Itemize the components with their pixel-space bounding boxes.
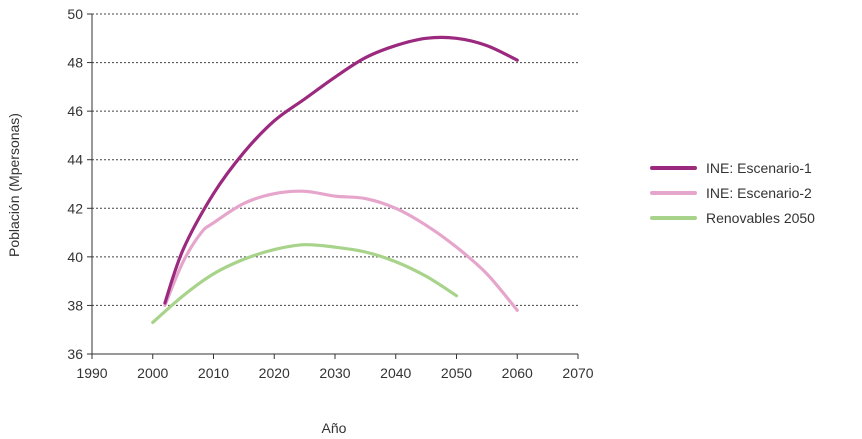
y-tick-label-48: 48	[67, 55, 83, 71]
legend: INE: Escenario-1 INE: Escenario-2 Renovabl…	[650, 160, 815, 226]
legend-label-1: INE: Escenario-1	[706, 160, 812, 176]
y-tick-label-50: 50	[67, 6, 83, 22]
x-tick-label-2050: 2050	[441, 365, 472, 381]
grid-layer	[92, 13, 578, 306]
y-tick-label-42: 42	[67, 200, 83, 216]
y-tick-label-36: 36	[67, 346, 83, 362]
y-tick-label-38: 38	[67, 297, 83, 313]
y-axis-title: Población (Mpersonas)	[6, 113, 22, 257]
axes-layer: 36 38 40 42 44 46 48 50 1990 2000 2010 2020 2030 2040…	[67, 6, 593, 381]
legend-label-2: INE: Escenario-2	[706, 185, 812, 201]
x-tick-label-2020: 2020	[259, 365, 290, 381]
x-tick-label-2060: 2060	[502, 365, 533, 381]
legend-label-3: Renovables 2050	[706, 210, 815, 226]
series-line-2	[163, 189, 519, 312]
x-tick-label-2030: 2030	[319, 365, 350, 381]
x-axis-title: Año	[322, 420, 347, 436]
x-tick-label-1990: 1990	[76, 365, 107, 381]
series-line-1	[163, 35, 519, 305]
series-layer	[151, 35, 519, 325]
y-tick-label-46: 46	[67, 103, 83, 119]
x-tick-label-2010: 2010	[198, 365, 229, 381]
y-tick-label-40: 40	[67, 249, 83, 265]
x-tick-label-2040: 2040	[380, 365, 411, 381]
x-tick-label-2000: 2000	[137, 365, 168, 381]
x-tick-label-2070: 2070	[562, 365, 593, 381]
series-line-3	[151, 243, 459, 325]
y-tick-label-44: 44	[67, 152, 83, 168]
